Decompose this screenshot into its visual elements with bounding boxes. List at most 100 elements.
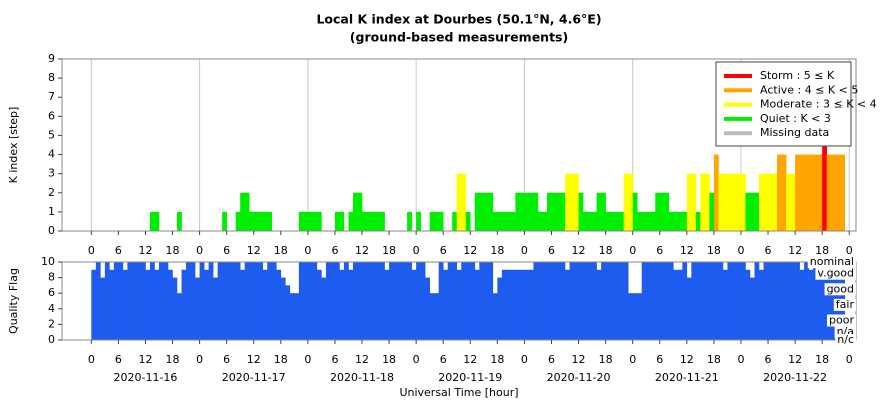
- date-label: 2020-11-16: [113, 371, 177, 384]
- step-bar: [371, 262, 376, 340]
- bar: [479, 192, 485, 231]
- y-tick-label: 7: [48, 90, 55, 103]
- bar: [235, 211, 241, 231]
- step-bar: [822, 262, 827, 340]
- flag-label-bg: [835, 334, 856, 346]
- y-tick-label: 10: [41, 255, 55, 268]
- bar: [357, 192, 363, 231]
- legend-label: Quiet : K < 3: [760, 112, 831, 125]
- step-bar: [542, 262, 548, 340]
- x-tick-label: 6: [331, 244, 338, 257]
- step-bar: [416, 262, 421, 340]
- x-tick-label: 18: [166, 353, 180, 366]
- step-bar: [736, 262, 742, 340]
- bar: [817, 154, 823, 231]
- step-bar: [393, 262, 399, 340]
- date-label: 2020-11-21: [655, 371, 719, 384]
- x-tick-label: 18: [707, 353, 721, 366]
- bar: [560, 192, 566, 231]
- y-tick-label: 2: [48, 317, 55, 330]
- bar: [804, 154, 809, 231]
- step-bar: [362, 262, 367, 340]
- step-bar: [240, 269, 246, 340]
- bar: [637, 211, 643, 231]
- bar: [646, 211, 652, 231]
- step-bar: [826, 262, 832, 340]
- bar: [438, 211, 444, 231]
- step-bar: [294, 293, 300, 340]
- step-bar: [465, 262, 471, 340]
- step-bar: [510, 269, 516, 340]
- flag-label: nominal: [810, 255, 854, 268]
- step-bar: [271, 262, 277, 340]
- step-bar: [506, 269, 512, 340]
- bar: [808, 154, 814, 231]
- bar: [686, 173, 692, 231]
- bar: [249, 211, 255, 231]
- step-bar: [100, 277, 106, 340]
- step-bar: [731, 262, 737, 340]
- step-bar: [560, 262, 566, 340]
- bar: [348, 211, 354, 231]
- step-bar: [168, 269, 173, 340]
- step-bar: [799, 269, 805, 340]
- step-bar: [628, 293, 633, 340]
- step-bar: [235, 262, 241, 340]
- bar: [768, 173, 773, 231]
- step-bar: [253, 262, 259, 340]
- bar: [380, 211, 385, 231]
- x-tick-label: 12: [355, 353, 369, 366]
- step-bar: [461, 262, 467, 340]
- step-bar: [677, 269, 683, 340]
- step-bar: [280, 277, 286, 340]
- x-tick-label: 12: [463, 353, 477, 366]
- x-tick-label: 12: [572, 353, 586, 366]
- bar: [700, 173, 706, 231]
- bar: [736, 173, 742, 231]
- bar: [813, 154, 818, 231]
- x-tick-label: 18: [815, 244, 829, 257]
- y-tick-label: 0: [48, 333, 55, 346]
- step-bar: [592, 262, 597, 340]
- x-tick-label: 0: [88, 353, 95, 366]
- bar: [619, 211, 624, 231]
- step-bar: [172, 277, 178, 340]
- step-bar: [334, 262, 340, 340]
- chart-subtitle: (ground-based measurements): [350, 30, 568, 45]
- step-bar: [722, 269, 728, 340]
- step-bar: [199, 262, 205, 340]
- step-bar: [515, 269, 521, 340]
- y-tick-label: 0: [48, 224, 55, 237]
- step-bar: [366, 262, 372, 340]
- bar: [659, 192, 665, 231]
- step-bar: [195, 277, 200, 340]
- step-bar: [298, 262, 304, 340]
- bar: [691, 173, 697, 231]
- step-bar: [682, 262, 688, 340]
- bar: [583, 211, 588, 231]
- step-bar: [456, 269, 462, 340]
- bar: [149, 211, 155, 231]
- y-tick-label: 9: [48, 52, 55, 65]
- y-axis-label: Quality Flag: [7, 268, 20, 334]
- step-bar: [614, 262, 620, 340]
- step-bar: [650, 262, 656, 340]
- step-bar: [528, 269, 534, 340]
- step-bar: [145, 269, 151, 340]
- step-bar: [104, 262, 110, 340]
- bar: [795, 154, 800, 231]
- step-bar: [501, 269, 507, 340]
- step-bar: [321, 277, 327, 340]
- bar: [222, 211, 227, 231]
- step-bar: [727, 262, 733, 340]
- step-bar: [754, 262, 760, 340]
- step-bar: [186, 262, 191, 340]
- bar: [542, 211, 548, 231]
- step-bar: [546, 262, 552, 340]
- bar: [668, 211, 674, 231]
- step-bar: [285, 285, 291, 340]
- flag-label-bg: [807, 256, 856, 268]
- step-bar: [569, 262, 575, 340]
- step-bar: [555, 262, 561, 340]
- step-bar: [380, 262, 385, 340]
